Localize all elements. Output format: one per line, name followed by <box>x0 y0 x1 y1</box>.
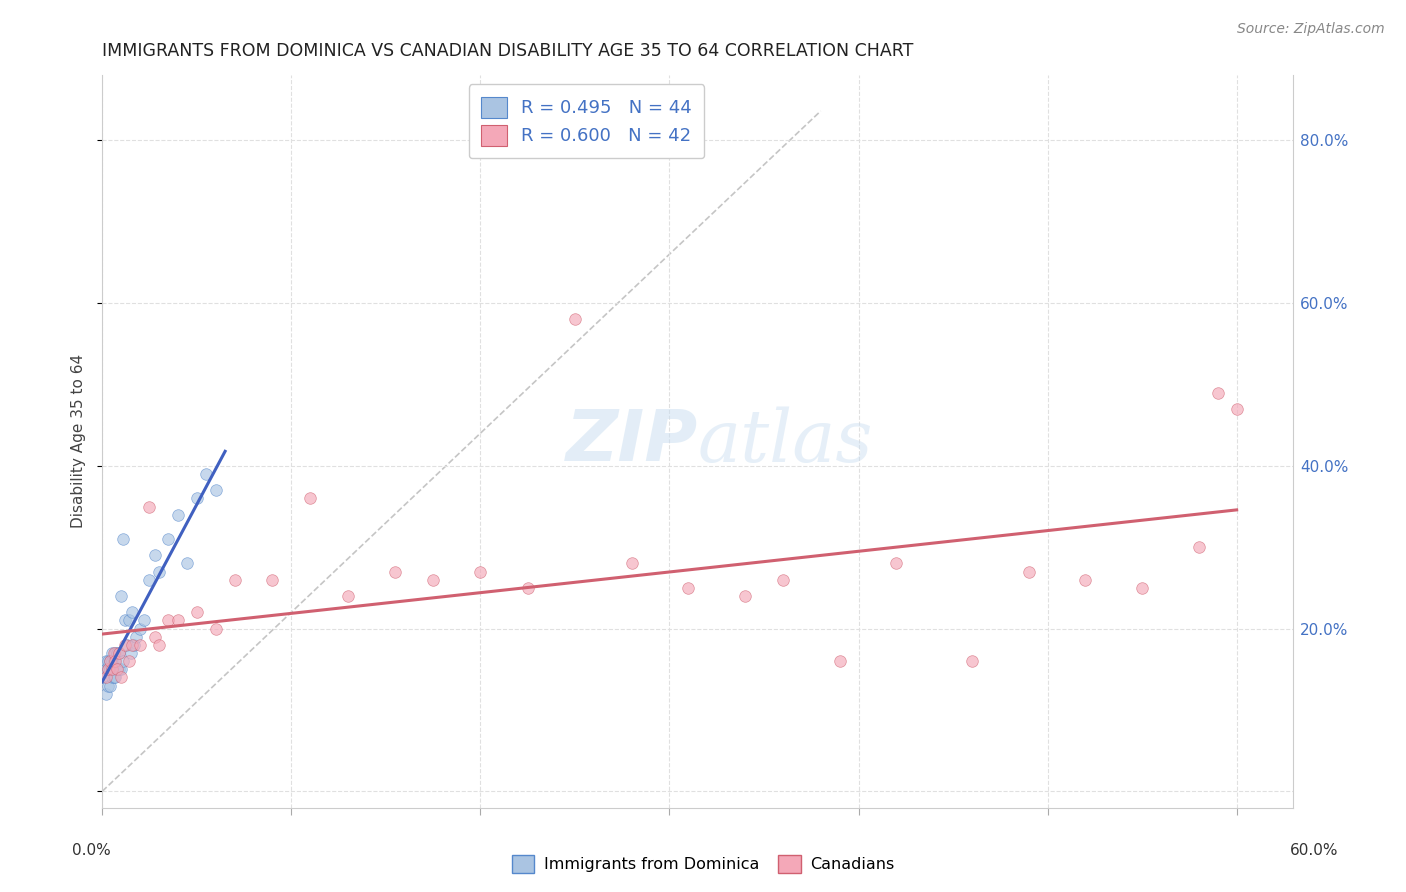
Point <box>516 581 538 595</box>
Point <box>121 605 143 619</box>
Point <box>1206 385 1229 400</box>
Point <box>105 662 128 676</box>
Point <box>104 646 127 660</box>
Point <box>100 654 122 668</box>
Point <box>114 614 136 628</box>
Point <box>110 589 132 603</box>
Point <box>105 662 128 676</box>
Point <box>176 557 198 571</box>
Text: 60.0%: 60.0% <box>1291 843 1339 858</box>
Point <box>166 614 188 628</box>
Point <box>93 670 115 684</box>
Point <box>124 638 146 652</box>
Point <box>110 670 132 684</box>
Text: 0.0%: 0.0% <box>72 843 111 858</box>
Point <box>186 491 208 506</box>
Point <box>118 614 141 628</box>
Point <box>138 573 160 587</box>
Point <box>111 654 134 668</box>
Point <box>678 581 700 595</box>
Point <box>98 662 121 676</box>
Point <box>262 573 284 587</box>
Point <box>105 646 128 660</box>
Point <box>148 638 170 652</box>
Point <box>564 312 586 326</box>
Point <box>148 565 170 579</box>
Point <box>97 662 120 676</box>
Point <box>384 565 406 579</box>
Point <box>884 557 907 571</box>
Point <box>143 549 166 563</box>
Text: Source: ZipAtlas.com: Source: ZipAtlas.com <box>1237 22 1385 37</box>
Point <box>138 500 160 514</box>
Point <box>120 646 142 660</box>
Point <box>1188 540 1211 554</box>
Point <box>337 589 360 603</box>
Point <box>224 573 246 587</box>
Point <box>100 646 122 660</box>
Point <box>828 654 851 668</box>
Point <box>94 670 117 684</box>
Point <box>94 687 117 701</box>
Point <box>734 589 756 603</box>
Point <box>115 638 138 652</box>
Point <box>94 654 117 668</box>
Point <box>143 630 166 644</box>
Point <box>121 638 143 652</box>
Point <box>166 508 188 522</box>
Point <box>103 654 125 668</box>
Point <box>98 654 121 668</box>
Point <box>125 630 148 644</box>
Point <box>470 565 492 579</box>
Point <box>94 662 117 676</box>
Point <box>157 614 180 628</box>
Point <box>97 654 120 668</box>
Point <box>204 483 226 498</box>
Point <box>129 638 152 652</box>
Point <box>97 662 120 676</box>
Point <box>422 573 444 587</box>
Point <box>98 679 121 693</box>
Point <box>110 662 132 676</box>
Point <box>1226 401 1249 416</box>
Point <box>104 654 127 668</box>
Point <box>108 662 131 676</box>
Point <box>960 654 983 668</box>
Point <box>299 491 322 506</box>
Point <box>108 646 131 660</box>
Point <box>186 605 208 619</box>
Text: IMMIGRANTS FROM DOMINICA VS CANADIAN DISABILITY AGE 35 TO 64 CORRELATION CHART: IMMIGRANTS FROM DOMINICA VS CANADIAN DIS… <box>103 42 914 60</box>
Point <box>104 670 127 684</box>
Point <box>97 679 120 693</box>
Point <box>118 654 141 668</box>
Point <box>620 557 643 571</box>
Point <box>100 662 122 676</box>
Point <box>157 532 180 546</box>
Legend: Immigrants from Dominica, Canadians: Immigrants from Dominica, Canadians <box>505 848 901 880</box>
Text: ZIP: ZIP <box>565 407 697 476</box>
Point <box>114 638 136 652</box>
Legend: R = 0.495   N = 44, R = 0.600   N = 42: R = 0.495 N = 44, R = 0.600 N = 42 <box>468 84 704 159</box>
Point <box>132 614 155 628</box>
Point <box>195 467 218 481</box>
Point <box>1074 573 1097 587</box>
Point <box>103 646 125 660</box>
Point <box>1130 581 1153 595</box>
Point <box>100 670 122 684</box>
Point <box>204 622 226 636</box>
Point <box>111 532 134 546</box>
Y-axis label: Disability Age 35 to 64: Disability Age 35 to 64 <box>72 354 86 528</box>
Point <box>772 573 794 587</box>
Point <box>100 662 122 676</box>
Point <box>108 646 131 660</box>
Point <box>1018 565 1040 579</box>
Text: atlas: atlas <box>697 406 873 476</box>
Point <box>98 654 121 668</box>
Point <box>129 622 152 636</box>
Point <box>103 670 125 684</box>
